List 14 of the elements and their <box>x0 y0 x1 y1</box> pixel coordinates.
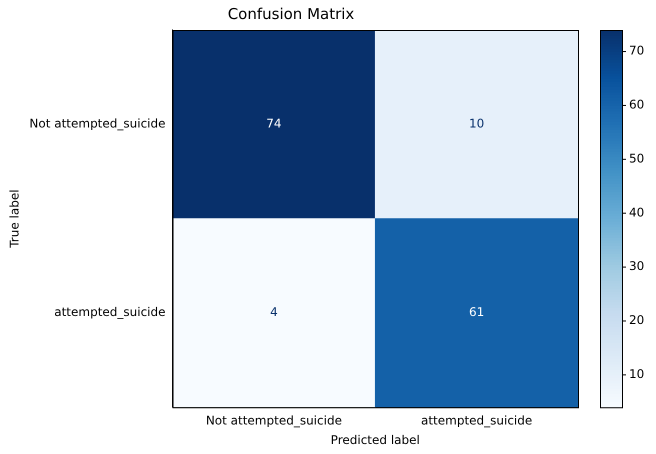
color-bar-label: 50 <box>629 151 644 166</box>
color-bar-label: 70 <box>629 44 644 58</box>
data-label: 10 <box>468 116 484 130</box>
color-bar-label: 30 <box>629 259 644 274</box>
color-bar-label: 20 <box>629 313 644 328</box>
chart-title: Confusion Matrix <box>228 4 354 23</box>
color-bar-label: 60 <box>629 98 644 112</box>
y-axis-title: True label <box>7 189 22 249</box>
color-bar-label: 40 <box>629 205 644 220</box>
color-bar-label: 10 <box>629 366 644 381</box>
data-label: 4 <box>270 305 278 320</box>
data-label: 61 <box>468 305 484 320</box>
x-axis-title: Predicted label <box>330 432 420 447</box>
data-label: 74 <box>266 116 282 130</box>
